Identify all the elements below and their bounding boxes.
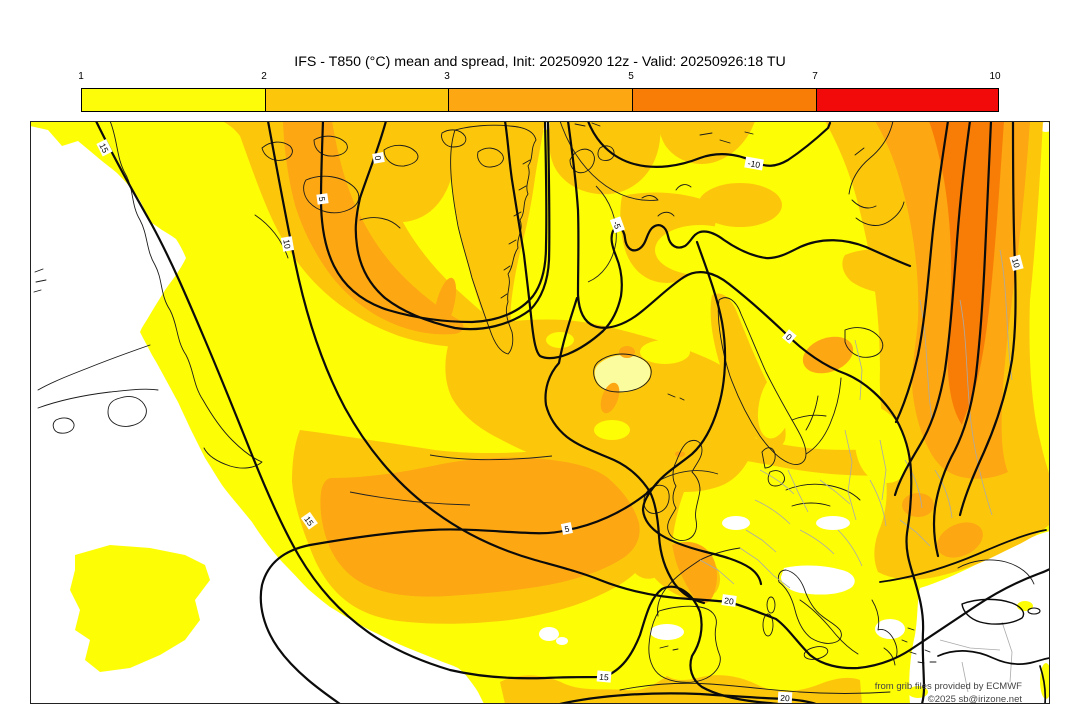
svg-text:from grib files provided by EC: from grib files provided by ECMWF bbox=[875, 681, 1022, 692]
svg-text:20: 20 bbox=[780, 693, 790, 703]
svg-text:10: 10 bbox=[1010, 257, 1022, 269]
svg-text:0: 0 bbox=[784, 332, 794, 343]
svg-text:10: 10 bbox=[281, 238, 293, 249]
svg-text:-5: -5 bbox=[611, 220, 623, 231]
svg-text:-10: -10 bbox=[747, 158, 761, 170]
svg-text:5: 5 bbox=[564, 524, 571, 535]
svg-text:15: 15 bbox=[599, 672, 610, 683]
svg-text:5: 5 bbox=[317, 196, 328, 202]
svg-text:©2025 sb@irizone.net: ©2025 sb@irizone.net bbox=[928, 694, 1023, 704]
svg-text:0: 0 bbox=[373, 155, 384, 162]
svg-text:15: 15 bbox=[97, 142, 110, 155]
svg-text:20: 20 bbox=[724, 595, 735, 606]
